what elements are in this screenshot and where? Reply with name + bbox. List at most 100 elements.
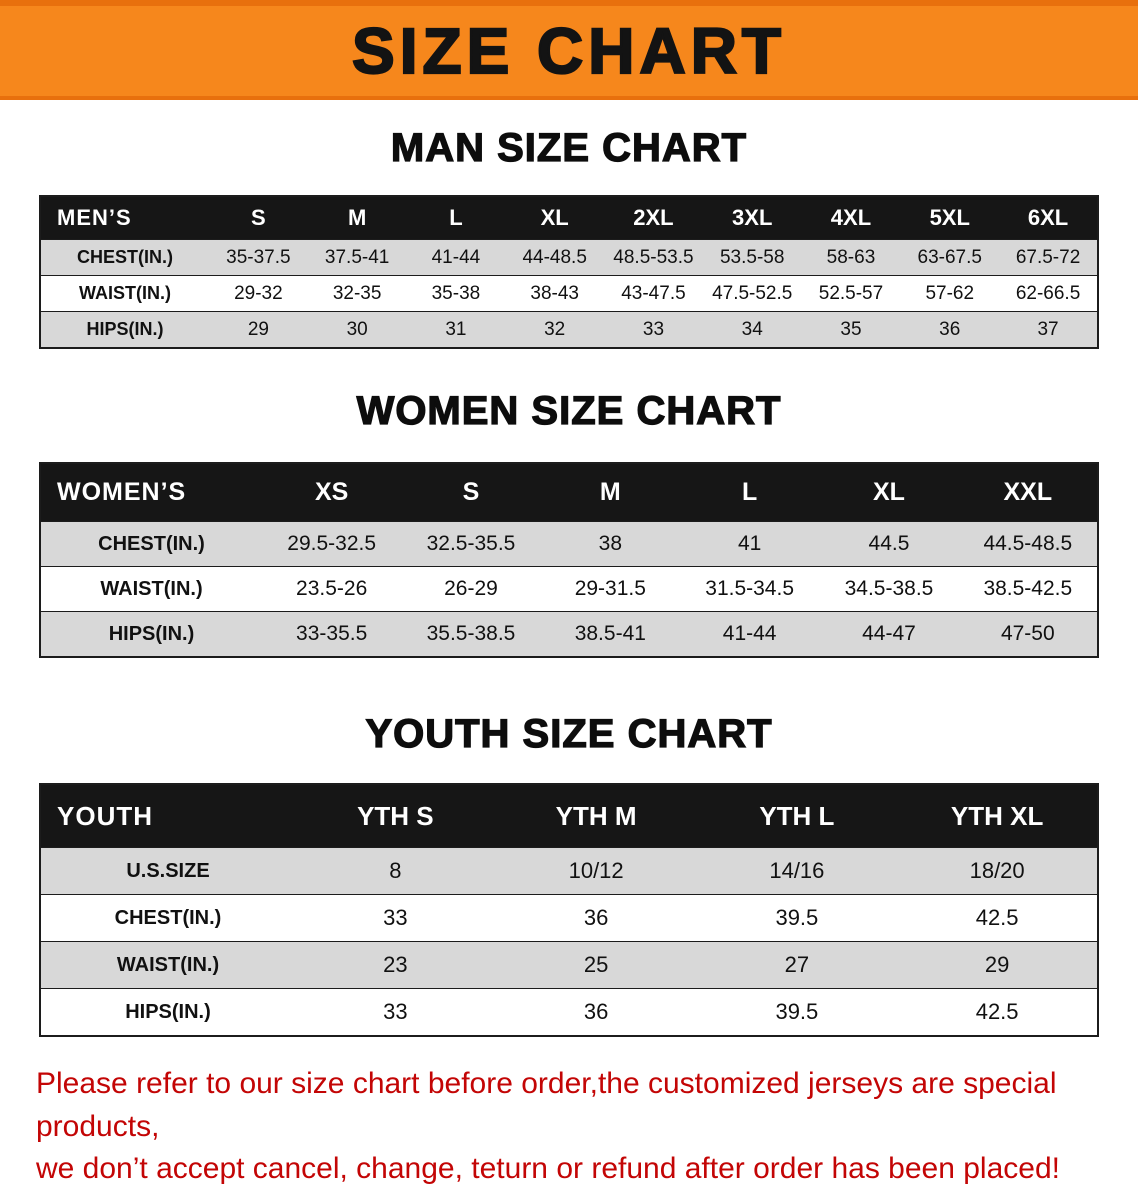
size-value-cell: 47-50 xyxy=(958,611,1098,658)
size-value-cell: 44.5 xyxy=(819,521,959,567)
size-value-cell: 63-67.5 xyxy=(900,239,1000,276)
table-row: WAIST(IN.) 23.5-26 26-29 29-31.5 31.5-34.5 34… xyxy=(40,566,1098,612)
youth-size-section: YOUTH SIZE CHART YOUTH YTH S YTH M YTH L YTH… xyxy=(0,711,1138,1037)
size-value-cell: 37 xyxy=(999,311,1098,349)
page-title: SIZE CHART xyxy=(351,14,786,88)
size-column-header: XL xyxy=(505,195,605,240)
size-value-cell: 25 xyxy=(495,941,697,989)
size-value-cell: 10/12 xyxy=(495,847,697,895)
size-value-cell: 23 xyxy=(295,941,496,989)
size-value-cell: 42.5 xyxy=(897,988,1098,1037)
size-value-cell: 53.5-58 xyxy=(702,239,802,276)
size-value-cell: 33 xyxy=(295,988,496,1037)
table-row: U.S.SIZE 8 10/12 14/16 18/20 xyxy=(40,847,1098,895)
size-value-cell: 35.5-38.5 xyxy=(401,611,541,658)
size-column-header: XXL xyxy=(958,462,1098,522)
size-value-cell: 14/16 xyxy=(696,847,898,895)
women-table-header-row: WOMEN’S XS S M L XL XXL xyxy=(40,462,1098,522)
size-value-cell: 44-48.5 xyxy=(505,239,605,276)
size-value-cell: 39.5 xyxy=(696,894,898,942)
size-value-cell: 30 xyxy=(307,311,407,349)
size-value-cell: 48.5-53.5 xyxy=(604,239,703,276)
size-value-cell: 43-47.5 xyxy=(604,275,703,312)
men-size-table: MEN’S S M L XL 2XL 3XL 4XL 5XL 6XL CHEST(IN.) 35-37… xyxy=(39,195,1099,349)
size-column-header: 3XL xyxy=(702,195,802,240)
size-value-cell: 44-47 xyxy=(819,611,959,658)
size-value-cell: 38-43 xyxy=(505,275,605,312)
size-column-header: XS xyxy=(262,462,402,522)
size-value-cell: 35-38 xyxy=(406,275,506,312)
size-value-cell: 35-37.5 xyxy=(209,239,308,276)
size-column-header: 5XL xyxy=(900,195,1000,240)
table-row: HIPS(IN.) 29 30 31 32 33 34 35 36 37 xyxy=(40,311,1098,349)
size-column-header: M xyxy=(307,195,407,240)
row-label: WAIST(IN.) xyxy=(40,566,262,612)
size-value-cell: 62-66.5 xyxy=(999,275,1098,312)
size-value-cell: 57-62 xyxy=(900,275,1000,312)
youth-table-header-row: YOUTH YTH S YTH M YTH L YTH XL xyxy=(40,783,1098,848)
size-value-cell: 36 xyxy=(495,988,697,1037)
row-label: CHEST(IN.) xyxy=(40,521,262,567)
size-value-cell: 41 xyxy=(679,521,820,567)
row-label: HIPS(IN.) xyxy=(40,311,209,349)
table-row: CHEST(IN.) 33 36 39.5 42.5 xyxy=(40,894,1098,942)
size-column-header: 2XL xyxy=(604,195,703,240)
size-value-cell: 32.5-35.5 xyxy=(401,521,541,567)
size-column-header: YTH XL xyxy=(897,783,1098,848)
size-value-cell: 41-44 xyxy=(406,239,506,276)
size-column-header: M xyxy=(540,462,680,522)
size-value-cell: 44.5-48.5 xyxy=(958,521,1098,567)
youth-table-header-label: YOUTH xyxy=(40,783,295,848)
table-row: CHEST(IN.) 29.5-32.5 32.5-35.5 38 41 44.5 44.5… xyxy=(40,521,1098,567)
table-row: HIPS(IN.) 33-35.5 35.5-38.5 38.5-41 41-44 44-… xyxy=(40,611,1098,658)
size-column-header: L xyxy=(406,195,506,240)
size-value-cell: 26-29 xyxy=(401,566,541,612)
size-value-cell: 36 xyxy=(900,311,1000,349)
size-value-cell: 34.5-38.5 xyxy=(819,566,959,612)
size-value-cell: 58-63 xyxy=(801,239,901,276)
size-value-cell: 33 xyxy=(604,311,703,349)
size-column-header: YTH S xyxy=(295,783,496,848)
row-label: WAIST(IN.) xyxy=(40,941,295,989)
size-value-cell: 18/20 xyxy=(897,847,1098,895)
men-table-header-label: MEN’S xyxy=(40,195,209,240)
size-value-cell: 35 xyxy=(801,311,901,349)
size-value-cell: 29.5-32.5 xyxy=(262,521,402,567)
size-value-cell: 52.5-57 xyxy=(801,275,901,312)
notice-line-1: Please refer to our size chart before or… xyxy=(36,1067,1057,1143)
size-value-cell: 23.5-26 xyxy=(262,566,402,612)
table-row: HIPS(IN.) 33 36 39.5 42.5 xyxy=(40,988,1098,1037)
size-value-cell: 29 xyxy=(209,311,308,349)
size-column-header: S xyxy=(209,195,308,240)
table-row: WAIST(IN.) 23 25 27 29 xyxy=(40,941,1098,989)
size-value-cell: 38.5-41 xyxy=(540,611,680,658)
size-value-cell: 29-31.5 xyxy=(540,566,680,612)
size-column-header: L xyxy=(679,462,820,522)
order-notice: Please refer to our size chart before or… xyxy=(0,1063,1138,1191)
table-row: CHEST(IN.) 35-37.5 37.5-41 41-44 44-48.5 48.5… xyxy=(40,239,1098,276)
men-section-heading: MAN SIZE CHART xyxy=(390,125,748,170)
men-size-section: MAN SIZE CHART MEN’S S M L XL 2XL 3XL 4XL 5XL 6XL… xyxy=(0,125,1138,349)
size-value-cell: 32-35 xyxy=(307,275,407,312)
size-value-cell: 33-35.5 xyxy=(262,611,402,658)
size-value-cell: 47.5-52.5 xyxy=(702,275,802,312)
title-banner: SIZE CHART xyxy=(0,0,1138,100)
size-column-header: YTH L xyxy=(696,783,898,848)
men-table-header-row: MEN’S S M L XL 2XL 3XL 4XL 5XL 6XL xyxy=(40,195,1098,240)
size-value-cell: 31.5-34.5 xyxy=(679,566,820,612)
women-section-heading: WOMEN SIZE CHART xyxy=(356,388,782,433)
women-table-header-label: WOMEN’S xyxy=(40,462,262,522)
size-value-cell: 37.5-41 xyxy=(307,239,407,276)
youth-size-table: YOUTH YTH S YTH M YTH L YTH XL U.S.SIZE 8 10/12… xyxy=(39,783,1099,1037)
row-label: WAIST(IN.) xyxy=(40,275,209,312)
size-value-cell: 34 xyxy=(702,311,802,349)
size-value-cell: 39.5 xyxy=(696,988,898,1037)
size-column-header: YTH M xyxy=(495,783,697,848)
size-value-cell: 27 xyxy=(696,941,898,989)
size-value-cell: 38 xyxy=(540,521,680,567)
size-value-cell: 31 xyxy=(406,311,506,349)
women-size-table: WOMEN’S XS S M L XL XXL CHEST(IN.) 29.5-32.5 32.5… xyxy=(39,462,1099,658)
row-label: HIPS(IN.) xyxy=(40,988,295,1037)
size-column-header: XL xyxy=(819,462,959,522)
